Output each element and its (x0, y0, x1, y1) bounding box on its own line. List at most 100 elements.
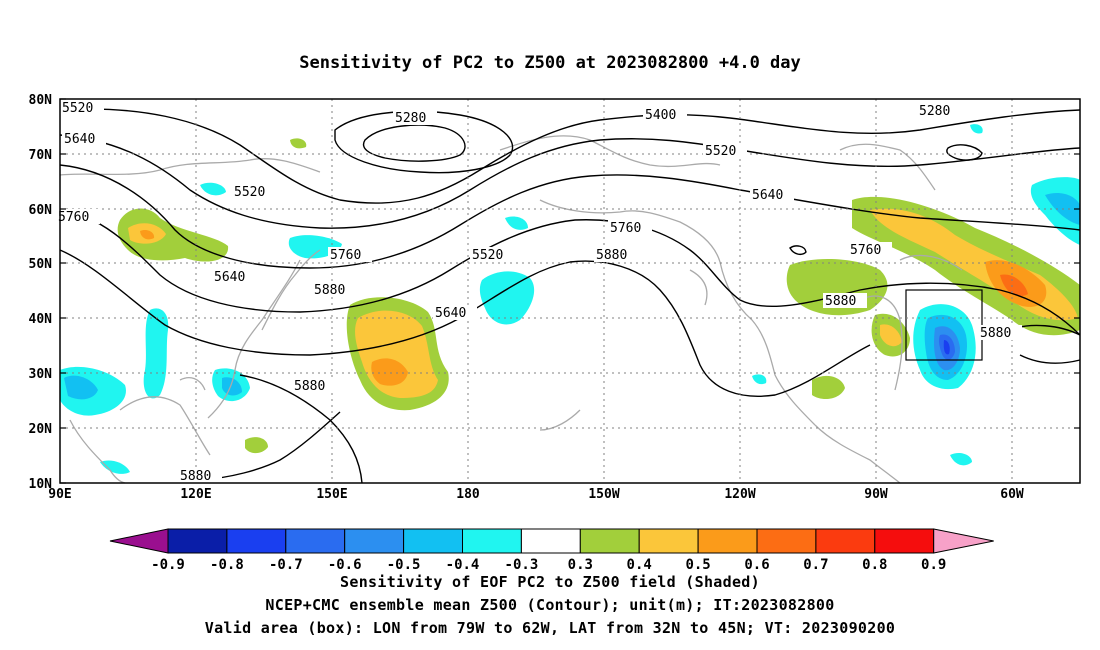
svg-text:5760: 5760 (850, 243, 881, 258)
svg-text:5640: 5640 (752, 188, 783, 203)
svg-text:5520: 5520 (62, 101, 93, 116)
sensitivity-shading (60, 124, 1080, 474)
contour-label: 5280 (393, 110, 437, 126)
lon-label: 150W (588, 487, 619, 502)
footer-line-1: Sensitivity of EOF PC2 to Z500 field (Sh… (340, 573, 760, 591)
contour-label: 5880 (594, 247, 638, 263)
svg-text:5640: 5640 (214, 270, 245, 285)
colorbar-swatch (285, 528, 346, 554)
contour-label-group: 5520 5640 5760 5520 5640 5760 5880 5880 … (56, 100, 1022, 484)
svg-text:5760: 5760 (610, 221, 641, 236)
svg-text:5400: 5400 (645, 108, 676, 123)
colorbar-swatch (344, 528, 405, 554)
colorbar: -0.9 -0.8 -0.7 -0.6 -0.5 -0.4 -0.3 0.3 0.4 0.5 0.6… (109, 528, 994, 573)
contour-label: 5640 (212, 269, 256, 285)
colorbar-swatch (697, 528, 758, 554)
contour-label: 5760 (848, 242, 892, 258)
graticule (60, 99, 1080, 483)
lat-label: 60N (29, 203, 53, 218)
contour-label: 5640 (62, 131, 106, 147)
colorbar-tick-label: 0.9 (921, 557, 946, 573)
lon-label: 180 (456, 487, 480, 502)
svg-text:5280: 5280 (919, 104, 950, 119)
colorbar-swatch (403, 528, 464, 554)
map-panel: 5520 5640 5760 5520 5640 5760 5880 5880 … (56, 98, 1081, 484)
contour-label: 5880 (312, 282, 356, 298)
colorbar-swatch (756, 528, 817, 554)
colorbar-tick-label: 0.8 (862, 557, 887, 573)
colorbar-tick-label: -0.9 (151, 557, 185, 573)
contour-label: 5400 (643, 107, 687, 123)
svg-text:5640: 5640 (64, 132, 95, 147)
svg-text:5760: 5760 (330, 248, 361, 263)
lat-label: 10N (29, 477, 53, 492)
colorbar-tick-label: -0.8 (210, 557, 244, 573)
contour-label: 5880 (978, 325, 1022, 341)
contour-label: 5640 (750, 187, 794, 203)
contour-label: 5760 (608, 220, 652, 236)
lat-ticks (60, 98, 1080, 484)
contour-label: 5640 (433, 305, 477, 321)
lat-label: 80N (29, 93, 53, 108)
footer-line-2: NCEP+CMC ensemble mean Z500 (Contour); u… (265, 596, 835, 614)
lat-label: 30N (29, 367, 53, 382)
colorbar-tick-label: 0.5 (685, 557, 710, 573)
contour-label: 5520 (703, 143, 747, 159)
contour-label: 5520 (232, 184, 276, 200)
lon-label: 120E (180, 487, 211, 502)
svg-text:5880: 5880 (825, 294, 856, 309)
colorbar-max-arrow (933, 528, 994, 554)
lat-label: 70N (29, 148, 53, 163)
colorbar-swatch (579, 528, 640, 554)
contour-label: 5520 (470, 247, 514, 263)
svg-text:5520: 5520 (234, 185, 265, 200)
svg-text:5880: 5880 (314, 283, 345, 298)
svg-text:5760: 5760 (58, 210, 89, 225)
contour-label: 5880 (823, 293, 867, 309)
svg-text:5880: 5880 (980, 326, 1011, 341)
lon-label: 60W (1000, 487, 1024, 502)
contour-label: 5520 (60, 100, 104, 116)
svg-text:5280: 5280 (395, 111, 426, 126)
colorbar-tick-label: -0.4 (446, 557, 480, 573)
colorbar-swatch (226, 528, 287, 554)
colorbar-swatch (167, 528, 228, 554)
lon-label: 150E (316, 487, 347, 502)
colorbar-swatch (815, 528, 876, 554)
contour-label: 5880 (178, 468, 222, 484)
contour-label: 5760 (328, 247, 372, 263)
lon-label: 90W (864, 487, 888, 502)
contour-label: 5280 (917, 103, 961, 119)
colorbar-swatch (520, 528, 581, 554)
colorbar-swatch (638, 528, 699, 554)
footer-line-3: Valid area (box): LON from 79W to 62W, L… (204, 619, 896, 637)
colorbar-swatch (462, 528, 522, 554)
colorbar-tick-label: 0.4 (627, 557, 652, 573)
colorbar-tick-label: 0.3 (568, 557, 593, 573)
svg-text:5880: 5880 (596, 248, 627, 263)
lat-axis-labels: 80N 70N 60N 50N 40N 30N 20N 10N (29, 93, 53, 492)
lat-label: 40N (29, 312, 53, 327)
svg-text:5880: 5880 (294, 379, 325, 394)
svg-text:5520: 5520 (705, 144, 736, 159)
lat-label: 50N (29, 257, 53, 272)
colorbar-tick-label: -0.7 (269, 557, 303, 573)
lon-label: 90E (48, 487, 71, 502)
lon-axis-labels: 90E 120E 150E 180 150W 120W 90W 60W (48, 487, 1024, 502)
colorbar-tick-label: 0.7 (803, 557, 828, 573)
svg-text:5520: 5520 (472, 248, 503, 263)
colorbar-tick-label: 0.6 (744, 557, 769, 573)
contour-label: 5760 (56, 209, 100, 225)
lon-label: 120W (724, 487, 755, 502)
colorbar-tick-label: -0.3 (505, 557, 539, 573)
z500-contours (59, 108, 1081, 484)
colorbar-tick-label: -0.6 (328, 557, 362, 573)
svg-text:5880: 5880 (180, 469, 211, 484)
colorbar-swatch (874, 528, 935, 554)
contour-label: 5880 (292, 378, 336, 394)
map-title: Sensitivity of PC2 to Z500 at 2023082800… (299, 53, 801, 73)
colorbar-tick-label: -0.5 (387, 557, 421, 573)
map-frame (59, 98, 1081, 484)
lat-label: 20N (29, 422, 53, 437)
